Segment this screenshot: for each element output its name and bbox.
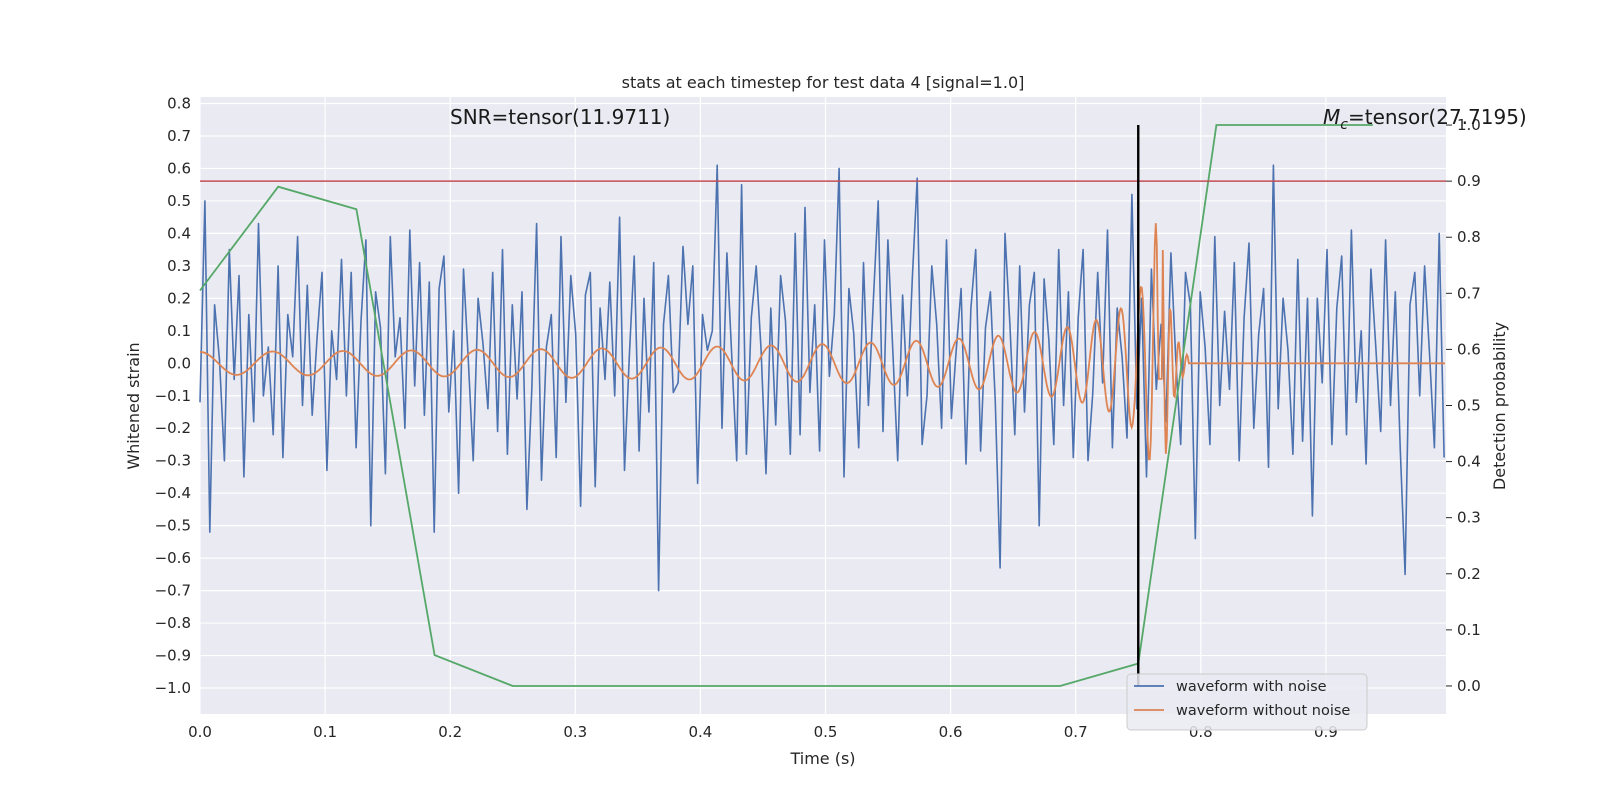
- y-tick-labels: 0.8 0.7 0.6 0.5 0.4 0.3 0.2 0.1 0.0 −0.1 −0.2 −0.3 −…: [155, 94, 191, 697]
- x-tick-label: 0.0: [188, 723, 212, 741]
- y-tick-label: −0.5: [155, 517, 191, 535]
- y-tick-label: 0.4: [167, 224, 191, 242]
- chart-title: stats at each timestep for test data 4 […: [622, 73, 1025, 92]
- y-axis-label: Whitened strain: [124, 342, 143, 469]
- series-layer: [199, 124, 1446, 687]
- y-right-tick-label: 0.3: [1457, 509, 1481, 527]
- y-right-tick-label: 0.9: [1457, 172, 1481, 190]
- x-tick-label: 0.2: [438, 723, 462, 741]
- y-tick-label: −0.2: [155, 419, 191, 437]
- y-tick-label: 0.6: [167, 159, 191, 177]
- y-tick-label: −0.9: [155, 647, 191, 665]
- x-tick-label: 0.1: [313, 723, 337, 741]
- y-right-tick-label: 0.6: [1457, 340, 1481, 358]
- x-tick-label: 0.4: [688, 723, 712, 741]
- y-tick-label: 0.7: [167, 127, 191, 145]
- y-tick-label: 0.5: [167, 192, 191, 210]
- y-tick-label: −0.8: [155, 614, 191, 632]
- legend-box: [1126, 673, 1368, 731]
- series-waveform-with-noise: [199, 164, 1445, 592]
- y-tick-label: 0.8: [167, 94, 191, 112]
- legend: waveform with noise waveform without noi…: [1126, 673, 1368, 731]
- y-tick-label: −0.1: [155, 387, 191, 405]
- y-tick-label: −0.7: [155, 582, 191, 600]
- y-right-tick-label: 0.0: [1457, 677, 1481, 695]
- snr-annotation: SNR=tensor(11.9711): [450, 105, 670, 129]
- x-tick-label: 0.3: [563, 723, 587, 741]
- y-right-tick-label: 0.4: [1457, 453, 1481, 471]
- y-tick-label: −0.4: [155, 484, 191, 502]
- y-right-tick-label: 0.1: [1457, 621, 1481, 639]
- x-tick-label: 0.6: [939, 723, 963, 741]
- y-right-tick-label: 1.0: [1457, 116, 1481, 134]
- x-tick-label: 0.7: [1064, 723, 1088, 741]
- mc-symbol: M: [1323, 105, 1340, 129]
- y-right-axis-label: Detection probability: [1490, 322, 1509, 490]
- y-tick-label: 0.3: [167, 257, 191, 275]
- y-tick-label: 0.2: [167, 289, 191, 307]
- y-right-tick-label: 0.8: [1457, 228, 1481, 246]
- mc-annotation: Mc=tensor(27.7195): [1323, 105, 1527, 133]
- y-tick-label: 0.1: [167, 322, 191, 340]
- y-tick-label: −0.3: [155, 452, 191, 470]
- series-detection-probability: [199, 124, 1373, 687]
- y-tick-label: 0.0: [167, 354, 191, 372]
- legend-label-noise: waveform with noise: [1176, 679, 1327, 695]
- y-right-tick-label: 0.7: [1457, 284, 1481, 302]
- y-right-tick-label: 0.2: [1457, 565, 1481, 583]
- mc-value: =tensor(27.7195): [1348, 105, 1527, 129]
- x-axis-label: Time (s): [789, 749, 855, 768]
- mc-subscript: c: [1340, 117, 1348, 133]
- x-tick-label: 0.5: [814, 723, 838, 741]
- y-tick-label: −1.0: [155, 679, 191, 697]
- y-right-tick-labels: 0.0 0.1 0.2 0.3 0.4 0.5 0.6 0.7 0.8 0.9 1.0: [1446, 116, 1481, 695]
- y-right-tick-label: 0.5: [1457, 397, 1481, 415]
- y-tick-label: −0.6: [155, 549, 191, 567]
- legend-label-clean: waveform without noise: [1176, 703, 1350, 719]
- series-waveform-without-noise: [199, 223, 1445, 461]
